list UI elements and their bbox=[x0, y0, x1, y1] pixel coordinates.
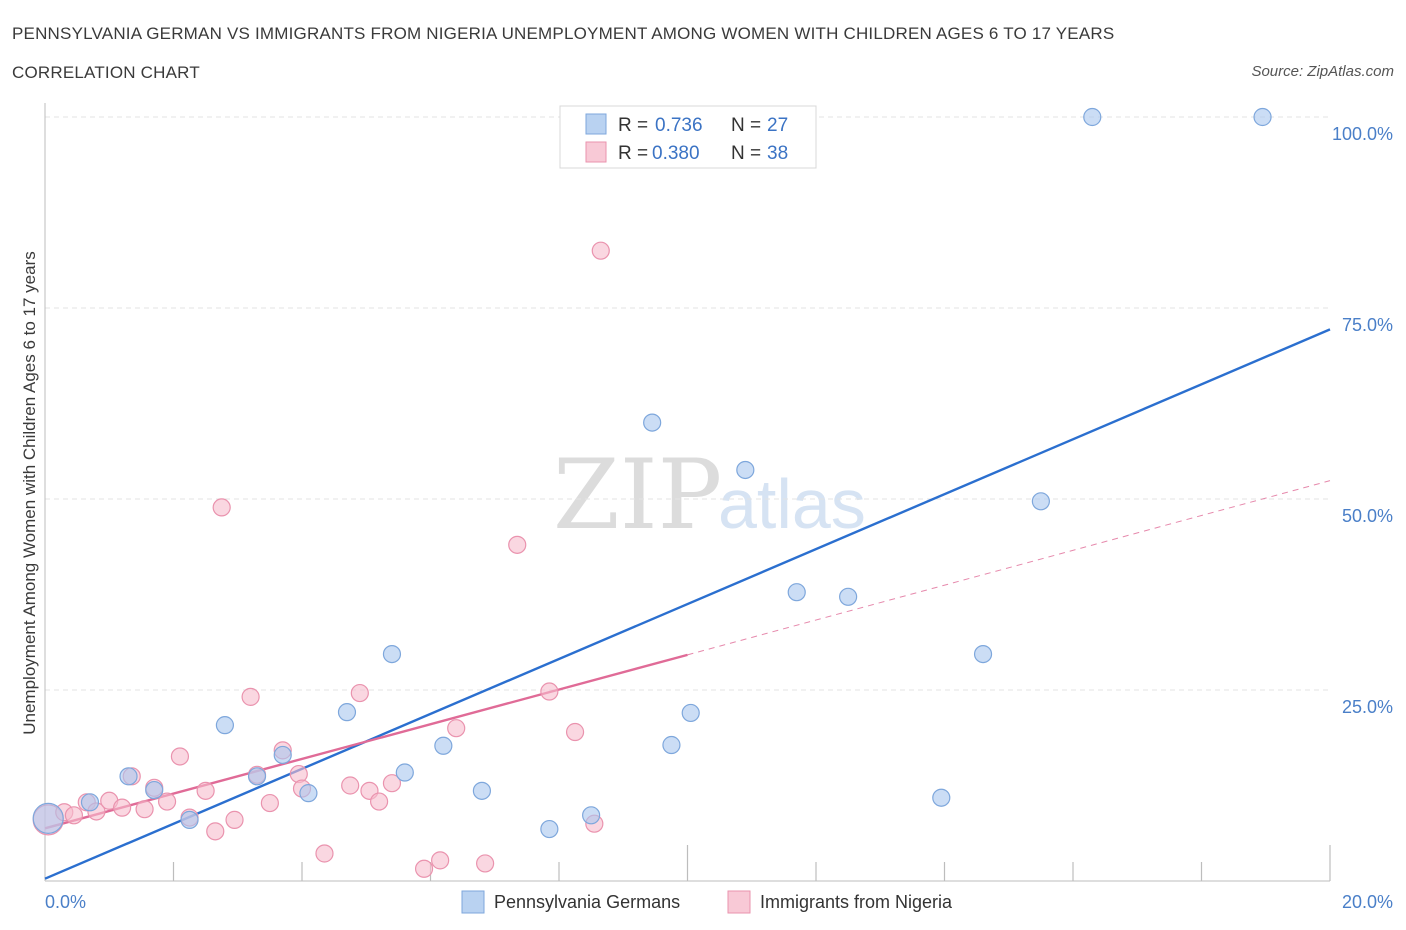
trend-line-immigrants-from-nigeria bbox=[44, 653, 688, 830]
pennsylvania-german-point-19 bbox=[681, 703, 700, 723]
nigeria-point-12 bbox=[170, 747, 190, 766]
pennsylvania-german-point-26 bbox=[1083, 107, 1102, 127]
trend-line-immigrants-from-nigeria-extension bbox=[687, 480, 1331, 656]
pennsylvania-german-point-23 bbox=[932, 788, 951, 807]
nigeria-point-17 bbox=[225, 810, 244, 829]
data-points bbox=[32, 107, 1272, 878]
pennsylvania-german-point-2 bbox=[80, 793, 100, 812]
series-legend: Pennsylvania Germans Immigrants from Nig… bbox=[461, 890, 953, 914]
chart-title: PENNSYLVANIA GERMAN VS IMMIGRANTS FROM N… bbox=[12, 24, 1114, 43]
chart-source: Source: ZipAtlas.com bbox=[1251, 63, 1394, 80]
y-axis-tick-labels: 25.0% 50.0% 75.0% 100.0% bbox=[1332, 124, 1393, 717]
nigeria-point-3 bbox=[64, 806, 84, 825]
pennsylvania-german-point-14 bbox=[472, 781, 491, 800]
pennsylvania-german-point-21 bbox=[787, 583, 806, 602]
pennsylvania-german-point-13 bbox=[434, 736, 453, 755]
legend-r-label-2: R = bbox=[618, 143, 653, 164]
pennsylvania-german-point-17 bbox=[643, 413, 662, 432]
y-tick-label-100: 100.0% bbox=[1332, 124, 1393, 144]
pennsylvania-german-point-27 bbox=[1253, 107, 1272, 127]
pennsylvania-german-point-18 bbox=[662, 735, 681, 755]
bottom-legend-swatch-pennsylvania-germans bbox=[461, 890, 485, 914]
trend-line-pennsylvania-germans bbox=[44, 328, 1331, 880]
pennsylvania-german-point-6 bbox=[215, 716, 234, 735]
pennsylvania-german-point-3 bbox=[119, 767, 138, 786]
nigeria-point-24 bbox=[315, 844, 334, 863]
nigeria-point-26 bbox=[350, 683, 369, 703]
nigeria-point-31 bbox=[431, 851, 450, 870]
pennsylvania-german-point-5 bbox=[180, 810, 199, 829]
pennsylvania-german-point-1 bbox=[32, 802, 64, 834]
x-axis-ticks bbox=[172, 845, 1331, 881]
legend-swatch-pennsylvania-germans bbox=[585, 113, 607, 135]
nigeria-point-28 bbox=[370, 792, 389, 811]
nigeria-point-11 bbox=[157, 792, 177, 811]
pennsylvania-german-point-7 bbox=[247, 767, 267, 786]
nigeria-point-16 bbox=[212, 498, 231, 517]
pennsylvania-german-point-12 bbox=[395, 763, 414, 782]
nigeria-point-36 bbox=[565, 722, 585, 742]
chart-subtitle: CORRELATION CHART bbox=[12, 63, 200, 82]
nigeria-point-30 bbox=[414, 859, 434, 878]
pennsylvania-german-point-4 bbox=[145, 780, 164, 800]
nigeria-point-38 bbox=[591, 241, 610, 260]
trend-lines bbox=[44, 328, 1331, 880]
y-tick-label-25: 25.0% bbox=[1342, 697, 1393, 717]
pennsylvania-german-point-9 bbox=[299, 784, 318, 803]
pennsylvania-german-point-16 bbox=[582, 806, 601, 825]
legend-swatch-immigrants-from-nigeria bbox=[585, 141, 607, 163]
nigeria-point-20 bbox=[260, 793, 279, 813]
nigeria-point-25 bbox=[341, 776, 360, 795]
pennsylvania-german-point-15 bbox=[540, 819, 559, 839]
nigeria-point-7 bbox=[112, 798, 132, 817]
correlation-legend: R = 0.736 N = 27 R = 0.380 N = 38 bbox=[559, 105, 817, 169]
bottom-legend-swatch-immigrants-from-nigeria bbox=[727, 890, 751, 914]
nigeria-point-34 bbox=[508, 535, 527, 554]
legend-n-value-1: 27 bbox=[767, 115, 788, 136]
y-axis-label: Unemployment Among Women with Children A… bbox=[20, 251, 39, 735]
pennsylvania-german-point-24 bbox=[973, 644, 993, 664]
nigeria-point-32 bbox=[447, 719, 466, 738]
pennsylvania-german-point-20 bbox=[736, 460, 755, 480]
y-tick-label-50: 50.0% bbox=[1342, 506, 1393, 526]
legend-r-value-2: 0.380 bbox=[652, 143, 700, 164]
nigeria-point-18 bbox=[241, 687, 260, 706]
pennsylvania-german-point-10 bbox=[337, 703, 357, 722]
nigeria-point-33 bbox=[476, 854, 495, 873]
nigeria-point-29 bbox=[382, 774, 402, 793]
legend-n-label-1: N = bbox=[731, 115, 766, 136]
x-tick-label-max: 20.0% bbox=[1342, 892, 1393, 912]
nigeria-point-14 bbox=[196, 781, 215, 800]
legend-n-label-2: N = bbox=[731, 143, 766, 164]
legend-n-value-2: 38 bbox=[767, 143, 788, 164]
bottom-legend-label-immigrants-from-nigeria: Immigrants from Nigeria bbox=[760, 892, 953, 912]
pennsylvania-german-point-25 bbox=[1031, 492, 1050, 511]
pennsylvania-german-point-8 bbox=[273, 745, 292, 765]
nigeria-point-9 bbox=[135, 800, 154, 819]
legend-r-label-1: R = bbox=[618, 115, 653, 136]
pennsylvania-german-point-11 bbox=[382, 644, 402, 664]
nigeria-point-15 bbox=[206, 822, 225, 841]
bottom-legend-label-pennsylvania-germans: Pennsylvania Germans bbox=[494, 892, 680, 912]
x-tick-label-min: 0.0% bbox=[45, 892, 86, 912]
watermark-zip: ZIP bbox=[553, 439, 722, 551]
pennsylvania-german-point-22 bbox=[839, 587, 858, 606]
nigeria-point-35 bbox=[540, 682, 559, 701]
y-tick-label-75: 75.0% bbox=[1342, 315, 1393, 335]
legend-r-value-1: 0.736 bbox=[655, 115, 703, 136]
